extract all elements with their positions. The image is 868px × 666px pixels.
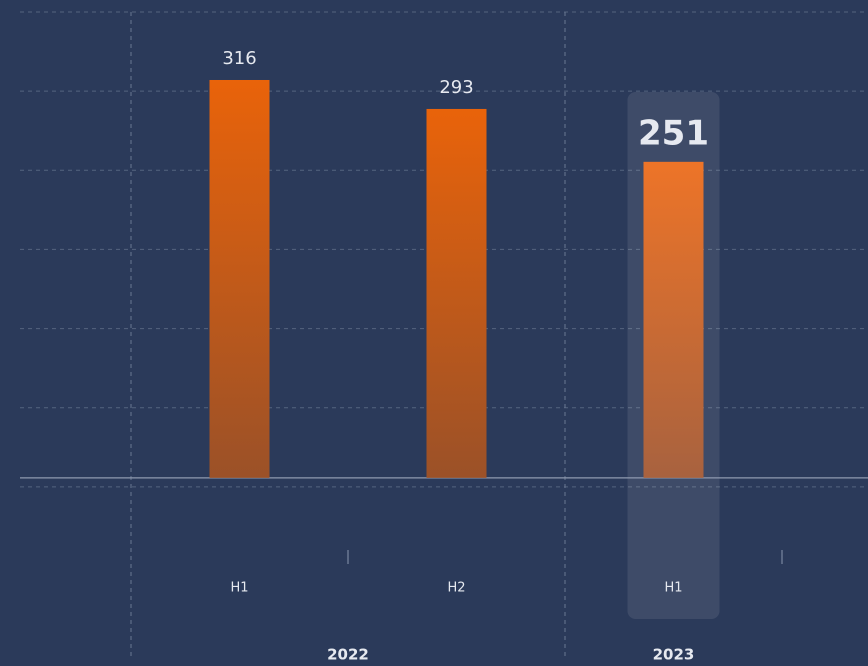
value-label: 251	[638, 113, 709, 153]
group-label: 2022	[327, 646, 369, 664]
x-tick-label: H1	[230, 581, 248, 596]
x-tick-label: H1	[664, 581, 682, 596]
bar	[426, 108, 487, 478]
bar	[643, 161, 704, 478]
bar	[209, 79, 270, 478]
value-label: 293	[439, 77, 473, 98]
group-label: 2023	[653, 646, 695, 664]
x-tick-label: H2	[447, 581, 465, 596]
value-label: 316	[222, 48, 256, 69]
